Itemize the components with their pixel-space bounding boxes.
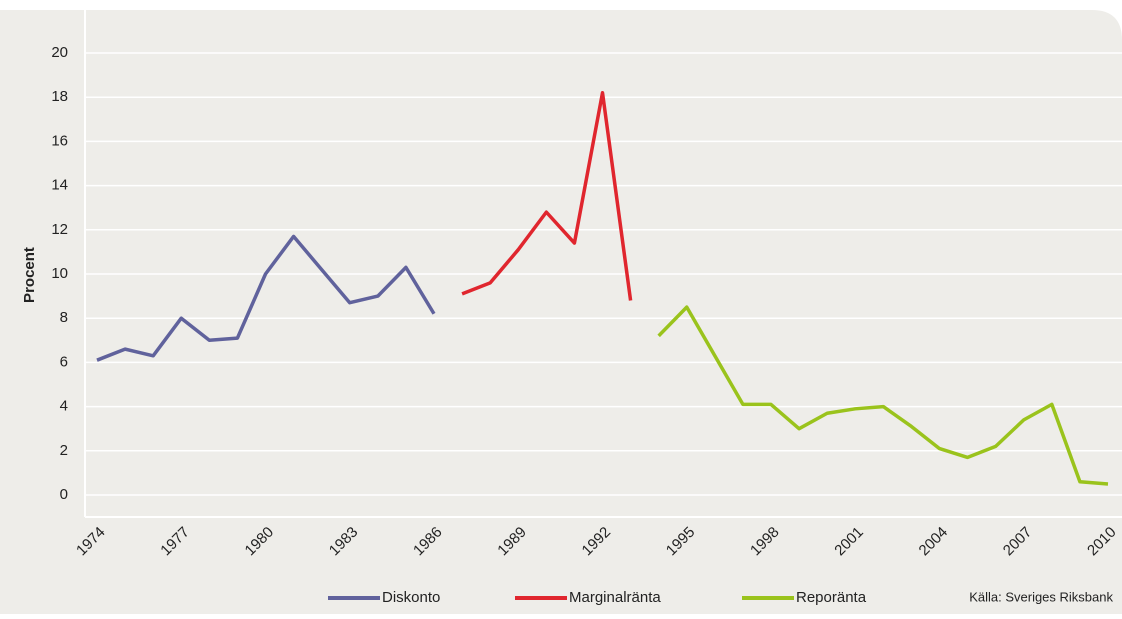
line xyxy=(461,91,633,301)
y-tick-label: 12 xyxy=(51,221,68,238)
y-tick-label: 6 xyxy=(60,353,68,370)
y-tick-label: 10 xyxy=(51,265,68,282)
y-tick-label: 16 xyxy=(51,132,68,149)
line xyxy=(96,234,436,362)
line xyxy=(657,305,1109,486)
legend-label: Diskonto xyxy=(382,589,440,606)
y-tick-label: 18 xyxy=(51,88,68,105)
y-tick-label: 2 xyxy=(60,442,68,459)
y-tick-label: 14 xyxy=(51,177,68,194)
source: Källa: Sveriges Riksbank xyxy=(969,589,1113,604)
panel xyxy=(0,10,1122,614)
y-axis-label: Procent xyxy=(21,247,38,303)
y-tick-label: 8 xyxy=(60,309,68,326)
legend-label: Marginalränta xyxy=(569,589,661,606)
y-tick-label: 20 xyxy=(51,44,68,61)
legend-label: Reporänta xyxy=(796,589,867,606)
y-tick-label: 4 xyxy=(60,398,68,415)
y-tick-label: 0 xyxy=(60,486,68,503)
